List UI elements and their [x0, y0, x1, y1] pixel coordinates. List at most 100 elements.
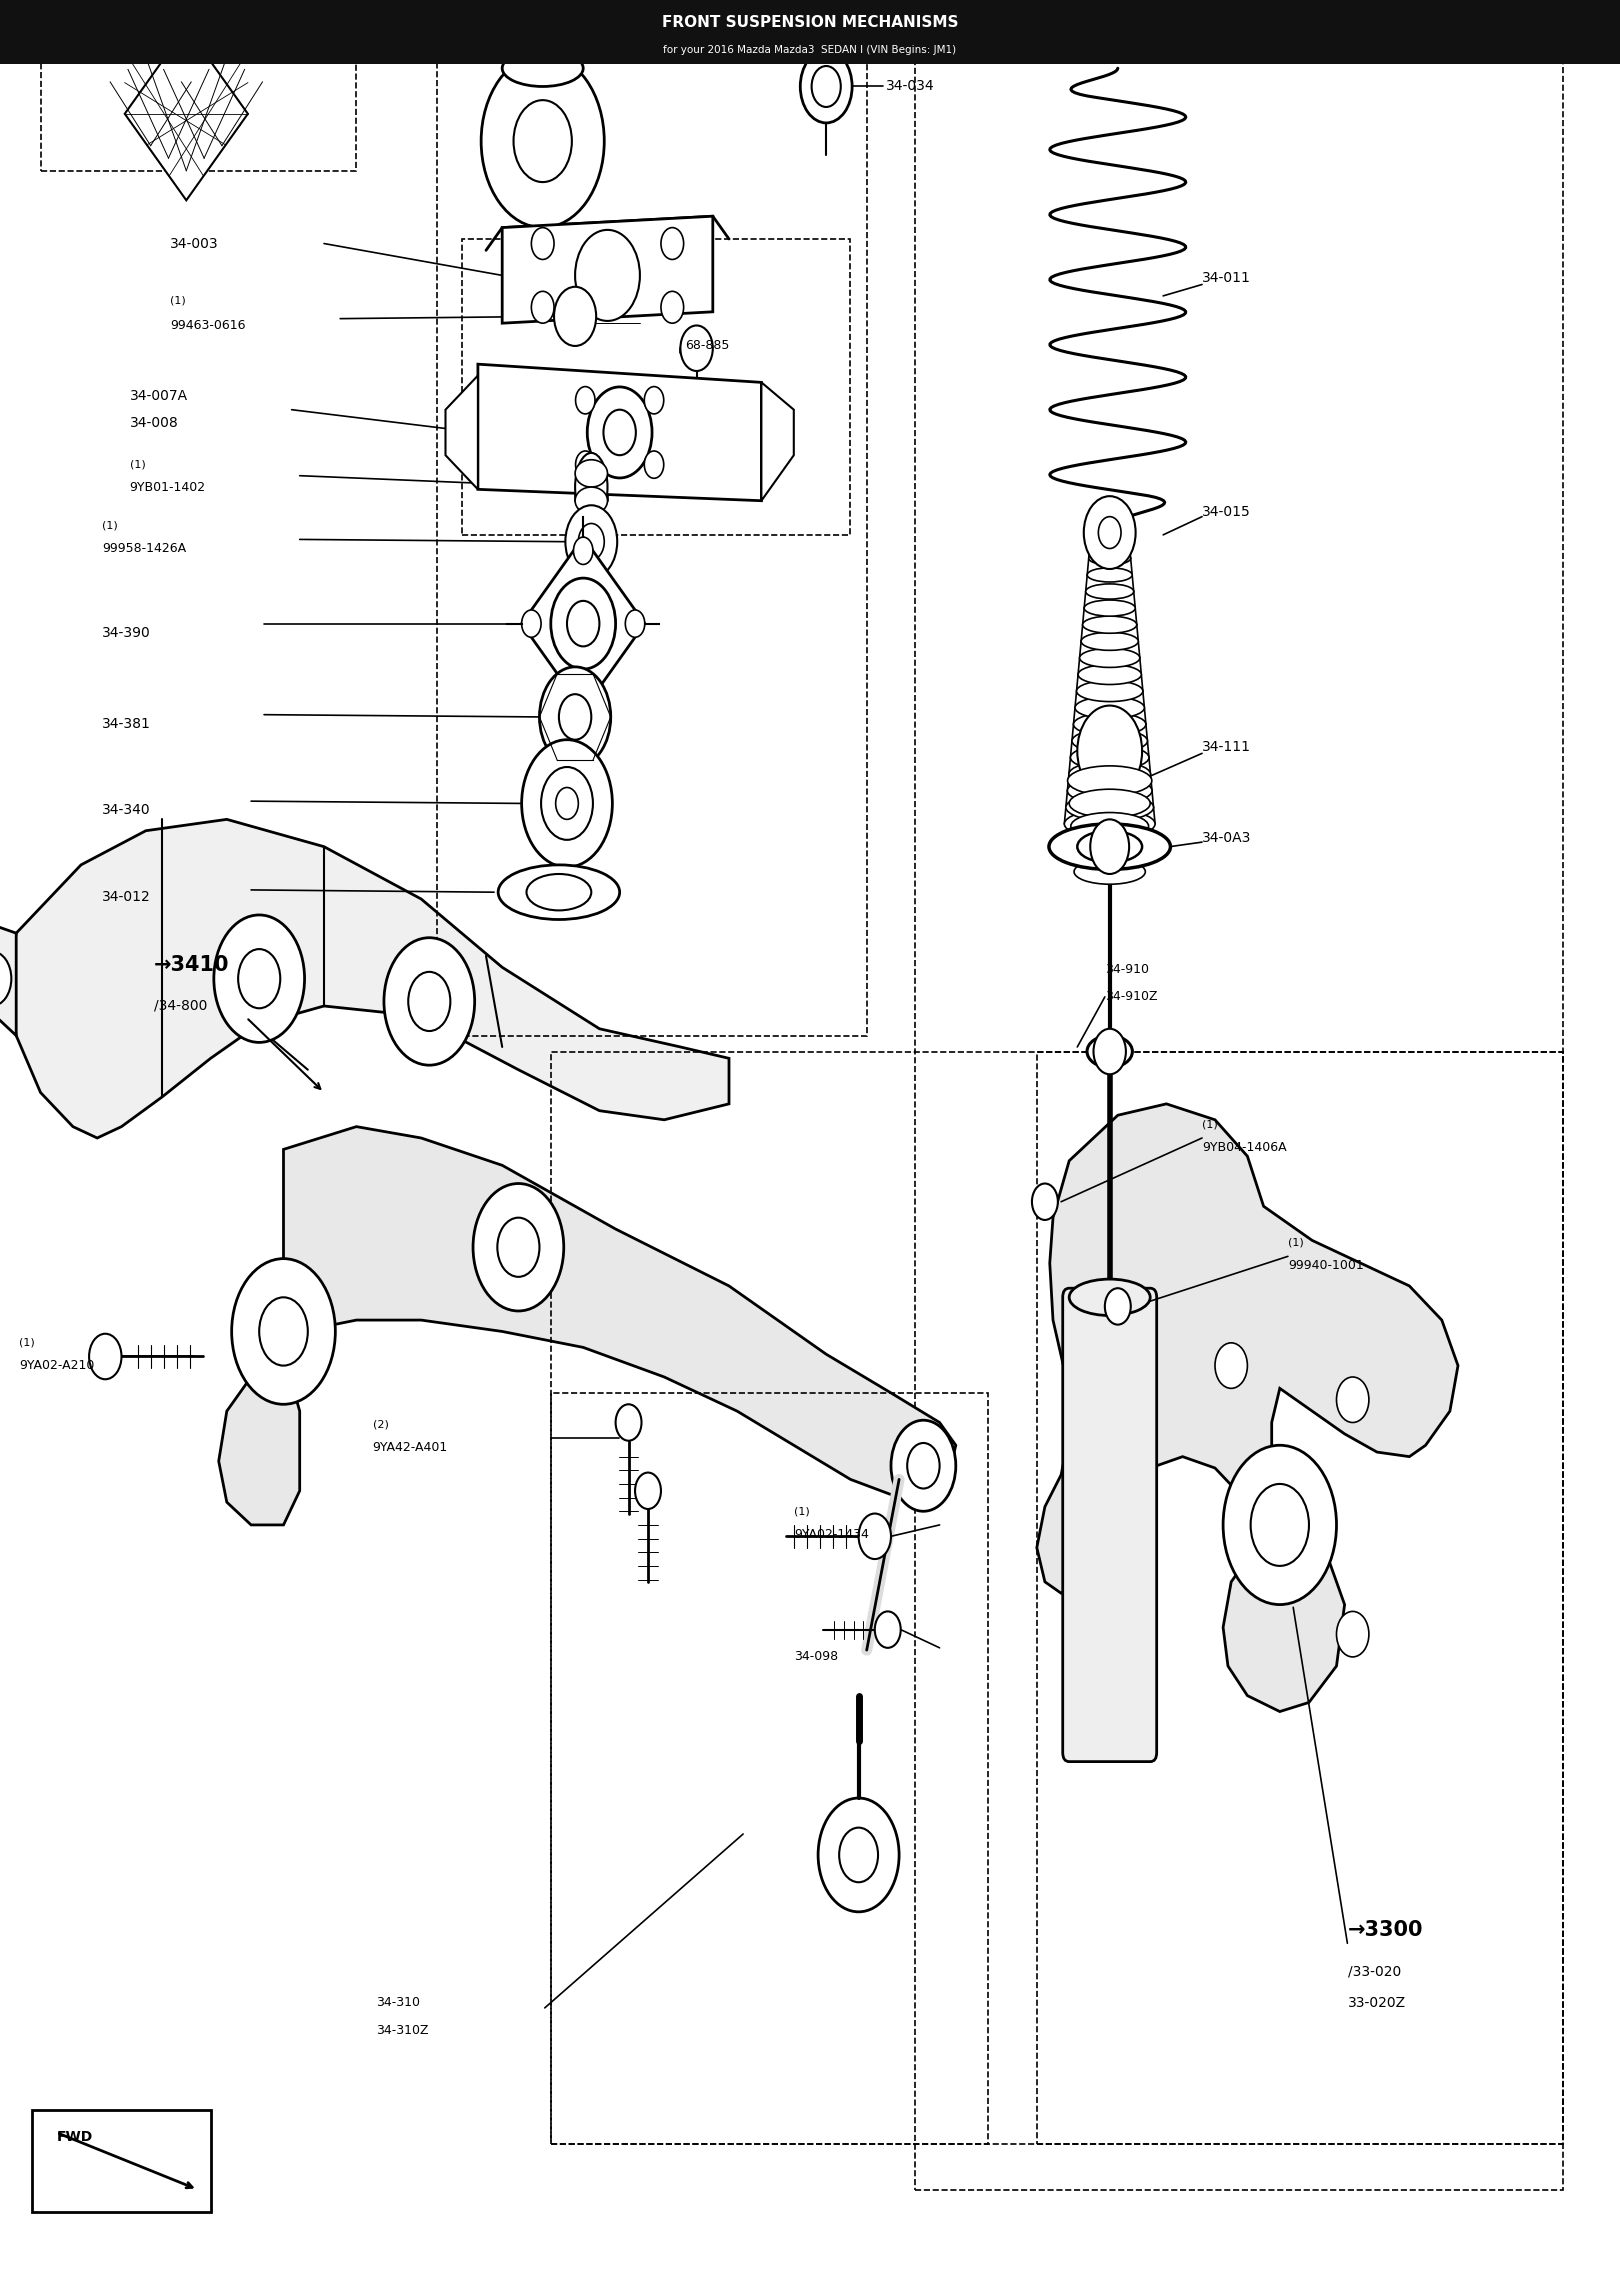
Circle shape — [214, 915, 305, 1042]
Ellipse shape — [1085, 585, 1134, 599]
Ellipse shape — [1069, 790, 1150, 817]
Circle shape — [89, 1334, 122, 1379]
Ellipse shape — [1089, 551, 1131, 564]
Text: 34-340: 34-340 — [102, 803, 151, 817]
Circle shape — [625, 610, 645, 637]
Text: 34-390: 34-390 — [102, 626, 151, 640]
Text: for your 2016 Mazda Mazda3  SEDAN I (VIN Begins: JM1): for your 2016 Mazda Mazda3 SEDAN I (VIN … — [664, 46, 956, 55]
Circle shape — [238, 949, 280, 1008]
Bar — [40, 39, 356, 171]
Circle shape — [573, 537, 593, 564]
Circle shape — [575, 387, 595, 414]
Polygon shape — [1037, 1104, 1458, 1712]
Text: 34-910: 34-910 — [1105, 963, 1149, 976]
Ellipse shape — [1084, 601, 1136, 617]
Circle shape — [839, 1828, 878, 1882]
Circle shape — [531, 291, 554, 323]
Text: 9YB04-1406A: 9YB04-1406A — [1202, 1140, 1286, 1154]
Ellipse shape — [1072, 728, 1147, 753]
Polygon shape — [522, 537, 645, 710]
Circle shape — [645, 387, 664, 414]
Circle shape — [1336, 1377, 1369, 1422]
Text: 34-007A: 34-007A — [130, 389, 188, 403]
Circle shape — [559, 694, 591, 740]
Circle shape — [384, 938, 475, 1065]
Bar — [32, 2110, 211, 2212]
Text: 34-0A3: 34-0A3 — [1202, 831, 1251, 844]
Circle shape — [578, 523, 604, 560]
Ellipse shape — [1077, 831, 1142, 863]
Polygon shape — [0, 922, 16, 1036]
Circle shape — [232, 1259, 335, 1404]
Circle shape — [1215, 1343, 1247, 1388]
Text: /33-020: /33-020 — [1348, 1964, 1401, 1978]
Circle shape — [522, 740, 612, 867]
Circle shape — [1094, 1029, 1126, 1074]
Text: (1): (1) — [19, 1338, 36, 1347]
Circle shape — [531, 228, 554, 259]
Ellipse shape — [1071, 744, 1149, 769]
Circle shape — [891, 1420, 956, 1511]
Circle shape — [1077, 706, 1142, 797]
Circle shape — [575, 230, 640, 321]
Text: 34-098: 34-098 — [794, 1650, 838, 1664]
Circle shape — [1251, 1484, 1309, 1566]
Ellipse shape — [1066, 794, 1153, 822]
Text: 9YA42-A401: 9YA42-A401 — [373, 1441, 447, 1454]
Ellipse shape — [1071, 813, 1149, 840]
Text: 9YA02-A210: 9YA02-A210 — [19, 1359, 96, 1372]
Ellipse shape — [1069, 1279, 1150, 1316]
Text: FWD: FWD — [57, 2130, 92, 2144]
Circle shape — [0, 951, 11, 1006]
Circle shape — [907, 1443, 940, 1489]
Ellipse shape — [1074, 860, 1145, 885]
Circle shape — [661, 291, 684, 323]
Ellipse shape — [1050, 824, 1170, 869]
Ellipse shape — [1068, 778, 1152, 803]
Circle shape — [473, 1184, 564, 1311]
Ellipse shape — [575, 453, 608, 521]
Polygon shape — [125, 27, 248, 200]
Polygon shape — [478, 364, 761, 501]
Circle shape — [1223, 1445, 1336, 1605]
Circle shape — [859, 1514, 891, 1559]
Text: (2): (2) — [373, 1420, 389, 1429]
Circle shape — [800, 50, 852, 123]
Text: FRONT SUSPENSION MECHANISMS: FRONT SUSPENSION MECHANISMS — [661, 16, 959, 30]
Polygon shape — [446, 376, 478, 489]
Text: 34-008: 34-008 — [130, 417, 178, 430]
Circle shape — [565, 505, 617, 578]
Text: 34-381: 34-381 — [102, 717, 151, 731]
Text: 34-015: 34-015 — [1202, 505, 1251, 519]
Text: 68-885: 68-885 — [685, 339, 729, 353]
Circle shape — [481, 55, 604, 228]
Text: (1): (1) — [1202, 1120, 1218, 1129]
Text: 9YA02-1434: 9YA02-1434 — [794, 1527, 868, 1541]
Polygon shape — [761, 382, 794, 501]
Ellipse shape — [1090, 535, 1129, 549]
Circle shape — [1105, 1288, 1131, 1325]
Text: 34-012: 34-012 — [102, 890, 151, 904]
Ellipse shape — [499, 865, 619, 920]
Circle shape — [1032, 1184, 1058, 1220]
Circle shape — [818, 1798, 899, 1912]
Text: (1): (1) — [1288, 1238, 1304, 1247]
Polygon shape — [502, 216, 713, 323]
Ellipse shape — [1082, 617, 1137, 633]
Text: 34-011: 34-011 — [1202, 271, 1251, 284]
Bar — [462, 239, 850, 535]
Ellipse shape — [575, 487, 608, 514]
Bar — [551, 1052, 1563, 2144]
Circle shape — [645, 451, 664, 478]
Text: 34-310Z: 34-310Z — [376, 2023, 428, 2037]
Ellipse shape — [1077, 681, 1142, 701]
Ellipse shape — [1079, 649, 1140, 667]
Text: 9YB01-1402: 9YB01-1402 — [130, 480, 206, 494]
Ellipse shape — [502, 50, 583, 86]
Circle shape — [1336, 1611, 1369, 1657]
Ellipse shape — [1064, 810, 1155, 838]
Polygon shape — [8, 819, 729, 1138]
Bar — [1037, 1052, 1563, 2144]
Circle shape — [259, 1297, 308, 1366]
Ellipse shape — [1068, 765, 1152, 797]
